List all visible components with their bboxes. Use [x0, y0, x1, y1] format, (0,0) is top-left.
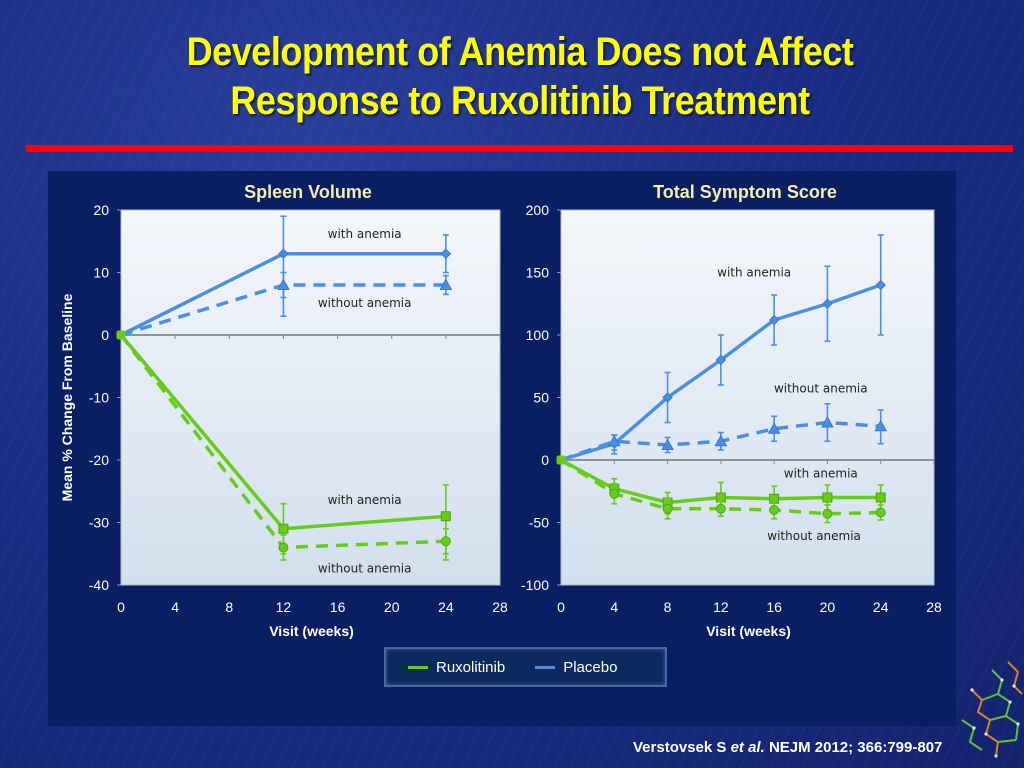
data-point-square: [278, 523, 289, 534]
x-tick-label: 16: [330, 599, 346, 615]
data-point-circle: [609, 488, 620, 499]
plot-area: [120, 209, 501, 586]
x-tick-label: 0: [557, 599, 565, 615]
x-tick-label: 28: [492, 599, 508, 615]
x-tick-label: 20: [384, 599, 400, 615]
y-tick-label: 20: [93, 202, 109, 218]
slide-title-line-1: Development of Anemia Does not Affect: [186, 30, 854, 74]
x-axis-label: Visit (weeks): [706, 623, 791, 639]
data-point-circle: [278, 542, 289, 553]
data-point-diamond: [662, 392, 673, 403]
data-point-diamond: [278, 248, 289, 259]
data-point-circle: [440, 536, 451, 547]
slide-title: Development of Anemia Does not Affect Re…: [0, 28, 1024, 126]
data-point-circle: [715, 503, 726, 514]
origin-point: [556, 455, 566, 465]
data-point-triangle: [821, 415, 834, 428]
series-annotation: with anemia: [717, 265, 791, 279]
data-point-triangle: [439, 278, 453, 290]
spleen-volume-chart: Spleen Volume 20 10 0 -10 -20 -30 -40 0 4 8 12 16 20 2…: [59, 182, 508, 639]
x-tick-label: 8: [225, 599, 233, 615]
y-tick-label: 50: [533, 390, 549, 406]
x-tick-label: 24: [873, 599, 889, 615]
y-tick-label: 200: [526, 202, 550, 218]
series-annotation: without anemia: [318, 562, 412, 576]
y-tick-label: -30: [89, 515, 109, 531]
data-point-circle: [662, 503, 673, 514]
series-annotation: without anemia: [767, 529, 861, 543]
data-point-diamond: [440, 248, 452, 259]
data-point-circle: [822, 508, 833, 519]
series-ruxolitinib-without-anemia: [560, 458, 886, 524]
y-tick-label: -40: [89, 577, 109, 593]
series-annotation: without anemia: [318, 296, 412, 310]
x-tick-label: 0: [117, 599, 125, 615]
series-annotation: with anemia: [328, 227, 402, 241]
x-tick-label: 20: [820, 599, 836, 615]
y-tick-label: -50: [529, 515, 549, 531]
data-point-triangle: [714, 434, 728, 447]
data-point-triangle: [767, 422, 781, 434]
data-point-diamond: [768, 314, 780, 326]
data-point-triangle: [277, 278, 290, 290]
plot-area: [560, 209, 935, 586]
y-axis-label: Mean % Change From Baseline: [59, 293, 75, 501]
y-tick-label: -20: [89, 452, 109, 468]
legend-item-ruxolitinib: Ruxolitinib: [408, 659, 505, 676]
series-placebo-with-anemia: [120, 215, 452, 337]
data-point-square: [875, 492, 886, 503]
title-divider: [26, 145, 1013, 152]
x-tick-label: 24: [438, 599, 454, 615]
x-tick-label: 12: [713, 599, 729, 615]
legend-label-placebo: Placebo: [563, 658, 618, 676]
series-placebo-without-anemia: [120, 271, 453, 337]
data-point-diamond: [715, 354, 727, 366]
y-tick-label: 10: [93, 265, 109, 281]
data-point-diamond: [875, 279, 886, 291]
x-axis-label: Visit (weeks): [269, 623, 354, 639]
x-tick-label: 8: [664, 599, 672, 615]
citation-etal: et al.: [730, 739, 765, 756]
total-symptom-score-chart: Total Symptom Score 200 150 100 50 0 -50 -100 0 4…: [521, 182, 942, 639]
origin-point: [116, 330, 126, 340]
x-tick-label: 28: [926, 599, 942, 615]
y-tick-label: 0: [541, 452, 549, 468]
y-tick-label: 150: [526, 265, 550, 281]
slide-title-line-2: Response to Ruxolitinib Treatment: [230, 79, 810, 123]
data-point-triangle: [661, 438, 674, 450]
series-ruxolitinib-without-anemia: [119, 333, 451, 561]
y-tick-label: -100: [521, 577, 549, 593]
x-tick-label: 12: [276, 599, 292, 615]
y-tick-label: 0: [101, 327, 109, 343]
x-tick-label: 4: [610, 599, 618, 615]
data-point-triangle: [607, 434, 621, 447]
series-placebo-without-anemia: [560, 402, 888, 462]
data-point-triangle: [874, 419, 888, 432]
citation: Verstovsek S et al. NEJM 2012; 366:799-8…: [633, 739, 942, 756]
chart-title: Total Symptom Score: [653, 182, 837, 202]
y-tick-label: 100: [526, 327, 550, 343]
data-point-circle: [769, 505, 780, 515]
x-tick-label: 16: [766, 599, 782, 615]
series-annotation: with anemia: [328, 493, 402, 507]
legend-swatch-placebo: [535, 665, 556, 669]
chart-title: Spleen Volume: [244, 182, 372, 202]
y-tick-label: -10: [89, 390, 109, 406]
citation-author: Verstovsek S: [633, 739, 727, 756]
x-tick-label: 4: [171, 599, 179, 615]
legend-item-placebo: Placebo: [535, 659, 617, 676]
citation-journal: NEJM 2012; 366:799-807: [768, 739, 943, 756]
series-annotation: with anemia: [784, 467, 858, 481]
legend-label-ruxolitinib: Ruxolitinib: [436, 658, 506, 676]
molecule-decoration-icon: [961, 661, 1023, 758]
data-point-diamond: [822, 298, 833, 309]
legend-swatch-ruxolitinib: [408, 665, 428, 669]
series-annotation: without anemia: [774, 382, 868, 396]
data-point-square: [822, 492, 833, 503]
data-point-square: [440, 511, 451, 522]
data-point-circle: [875, 507, 886, 518]
chart-legend: Ruxolitinib Placebo: [384, 647, 667, 687]
